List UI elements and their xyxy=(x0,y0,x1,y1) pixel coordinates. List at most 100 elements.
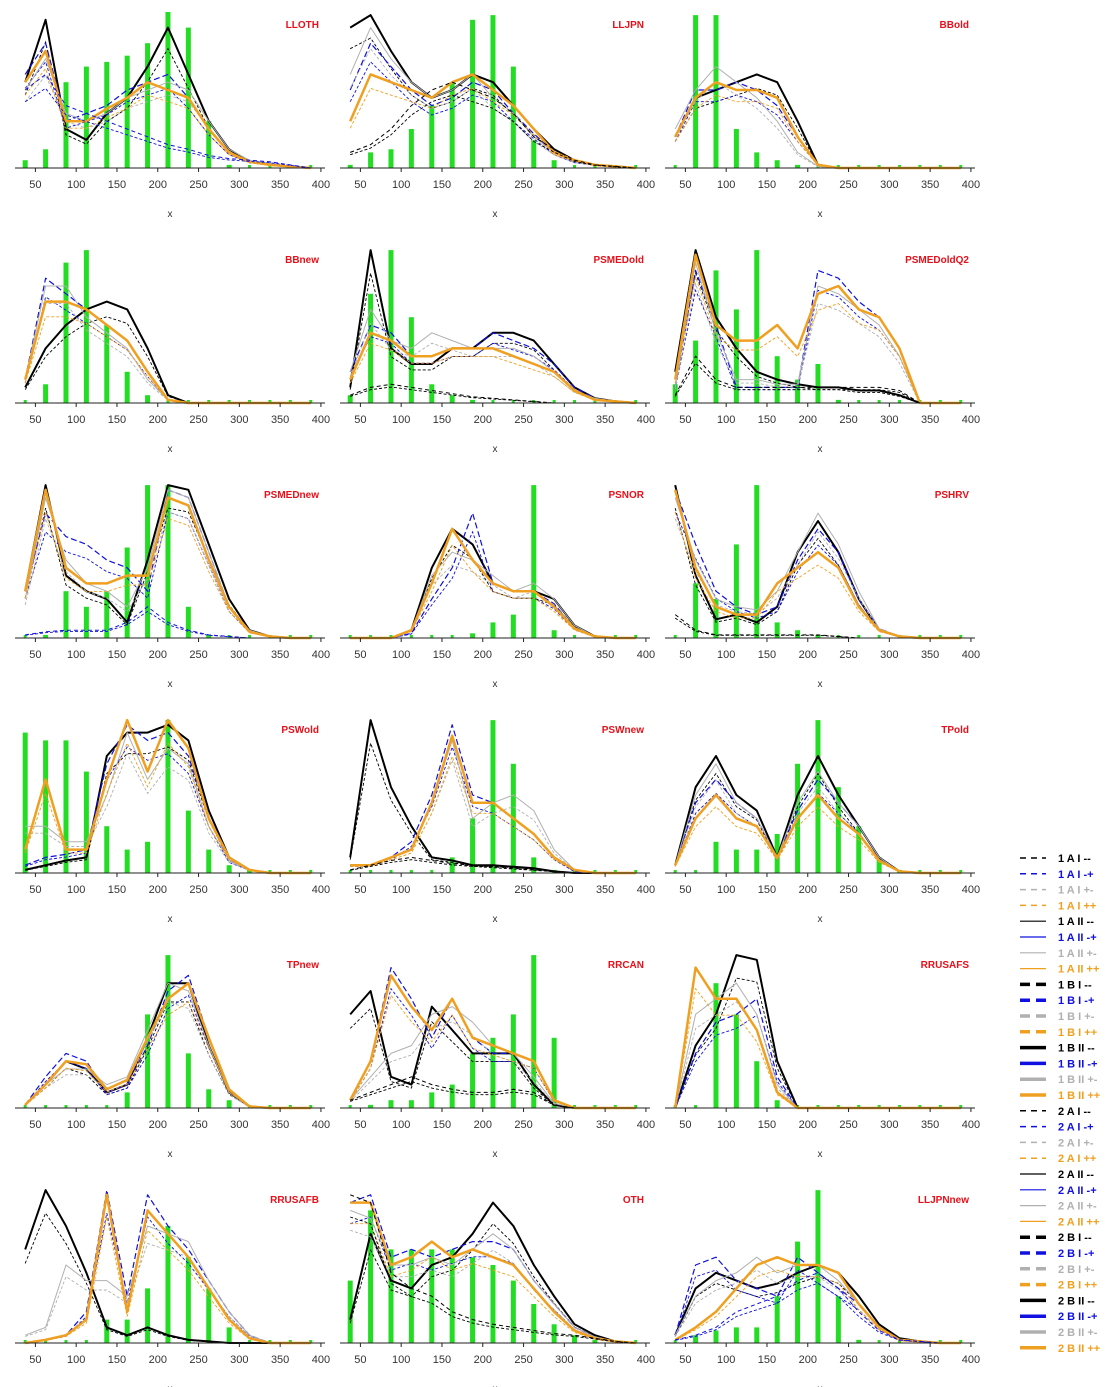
x-tick-label: 150 xyxy=(433,1354,451,1366)
panel-title: PSNOR xyxy=(608,490,644,501)
series-line xyxy=(675,1282,961,1344)
legend-label: 2 B I -- xyxy=(1058,1232,1092,1244)
panel-rrusafs: 50 100 150 200 250 300 350 400 x RRUSAFS xyxy=(665,954,980,1160)
x-axis-label: x xyxy=(168,209,173,220)
bar xyxy=(43,634,49,638)
bar xyxy=(470,1257,476,1343)
bar xyxy=(348,635,352,638)
series-line xyxy=(350,1223,636,1344)
legend-label: 2 B I ++ xyxy=(1058,1280,1097,1292)
x-tick-label: 100 xyxy=(717,414,735,426)
x-tick-label: 100 xyxy=(67,179,85,191)
bar xyxy=(288,1340,292,1343)
x-tick-label: 350 xyxy=(271,1119,289,1131)
x-tick-label: 350 xyxy=(271,179,289,191)
x-tick-label: 350 xyxy=(596,884,614,896)
bar xyxy=(877,1340,881,1343)
x-tick-label: 250 xyxy=(839,884,857,896)
bar xyxy=(389,870,393,873)
series-line xyxy=(350,527,636,640)
series-line xyxy=(25,1216,311,1344)
x-tick-label: 100 xyxy=(392,414,410,426)
bar xyxy=(23,635,27,638)
bar xyxy=(733,849,739,873)
series-line xyxy=(25,746,311,874)
x-tick-label: 250 xyxy=(839,179,857,191)
bar xyxy=(694,870,698,873)
bar xyxy=(551,160,557,168)
bar xyxy=(449,395,455,403)
x-tick-label: 150 xyxy=(108,179,126,191)
series-line xyxy=(674,987,961,1109)
x-axis-label: x xyxy=(493,209,498,220)
legend-label: 1 B I +- xyxy=(1058,1011,1095,1023)
bar xyxy=(388,250,394,403)
series-line xyxy=(350,94,636,169)
legend-label: 2 A II +- xyxy=(1058,1201,1097,1213)
bar xyxy=(105,1105,109,1108)
series-line xyxy=(349,331,636,405)
legend-label: 1 B II -+ xyxy=(1058,1058,1097,1070)
series-line xyxy=(24,40,311,169)
bar xyxy=(165,720,171,873)
x-tick-label: 100 xyxy=(392,179,410,191)
x-tick-label: 400 xyxy=(962,884,980,896)
bar xyxy=(408,129,414,168)
x-tick-label: 300 xyxy=(880,1354,898,1366)
bar xyxy=(918,870,922,873)
legend-label: 1 A II +- xyxy=(1058,948,1097,960)
x-axis-label: x xyxy=(493,1149,498,1160)
bar xyxy=(856,826,862,873)
x-tick-label: 50 xyxy=(679,1354,691,1366)
bar xyxy=(309,635,313,638)
x-tick-label: 350 xyxy=(271,1354,289,1366)
bar xyxy=(490,622,496,638)
x-tick-label: 100 xyxy=(717,179,735,191)
bar xyxy=(470,399,476,403)
bar xyxy=(490,15,496,169)
x-tick-label: 350 xyxy=(921,1354,939,1366)
x-tick-label: 300 xyxy=(230,649,248,661)
x-tick-label: 400 xyxy=(637,1354,655,1366)
bar xyxy=(165,955,171,1108)
bar xyxy=(104,826,110,873)
bar xyxy=(348,1105,352,1108)
x-tick-label: 250 xyxy=(839,649,857,661)
legend-label: 1 B I ++ xyxy=(1058,1027,1097,1039)
x-tick-label: 50 xyxy=(29,179,41,191)
bar xyxy=(754,1061,760,1108)
bar xyxy=(64,1105,68,1108)
x-tick-label: 100 xyxy=(67,1119,85,1131)
x-tick-label: 250 xyxy=(189,884,207,896)
bar xyxy=(104,591,110,638)
series-line xyxy=(350,1209,636,1344)
bar xyxy=(857,165,861,168)
series-line xyxy=(350,1216,636,1344)
bar xyxy=(898,165,902,168)
bar xyxy=(124,371,130,403)
panel-title: TPnew xyxy=(287,960,319,971)
bar xyxy=(815,364,821,403)
bar xyxy=(309,1105,313,1108)
bar xyxy=(835,1296,841,1343)
x-tick-label: 400 xyxy=(962,414,980,426)
legend-label: 2 A II -+ xyxy=(1058,1185,1097,1197)
legend-label: 2 B II ++ xyxy=(1058,1343,1100,1355)
x-tick-label: 50 xyxy=(29,649,41,661)
legend-label: 1 A I ++ xyxy=(1058,900,1096,912)
bar xyxy=(450,635,454,638)
x-tick-label: 400 xyxy=(637,649,655,661)
series-line xyxy=(673,253,961,405)
bar xyxy=(836,165,840,168)
bar xyxy=(429,105,435,168)
bar xyxy=(573,870,577,873)
x-tick-label: 100 xyxy=(717,884,735,896)
bar xyxy=(185,810,191,873)
x-tick-label: 300 xyxy=(880,414,898,426)
x-tick-label: 350 xyxy=(271,884,289,896)
x-tick-label: 300 xyxy=(555,1354,573,1366)
x-tick-label: 50 xyxy=(679,414,691,426)
bar xyxy=(754,152,760,168)
bar xyxy=(634,1105,638,1108)
